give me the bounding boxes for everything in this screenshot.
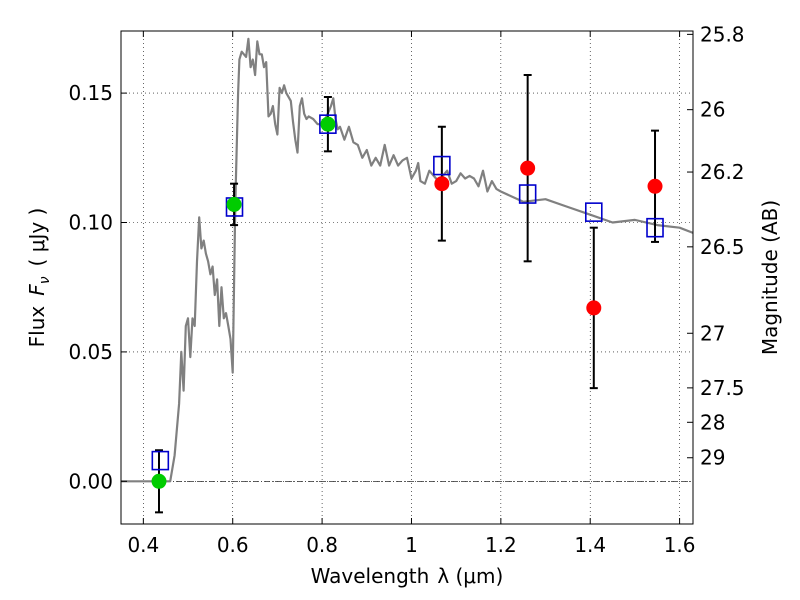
y-tick-label: 0.00 xyxy=(68,469,113,493)
y-tick-label: 0.15 xyxy=(68,81,113,105)
model-band-square xyxy=(646,217,664,238)
observed-point-red xyxy=(434,176,450,192)
model-band-square xyxy=(319,114,337,134)
y-axis-label-units: ( μJy ) xyxy=(25,208,49,267)
y-axis-label-symbol: F xyxy=(25,284,49,296)
x-tick-label: 1.4 xyxy=(574,533,606,557)
y-tick-label: 0.05 xyxy=(68,340,113,364)
y2-tick-label: 26.5 xyxy=(700,235,745,259)
x-tick-label: 1.2 xyxy=(485,533,517,557)
x-axis-label-text: Wavelength xyxy=(311,564,430,588)
y2-tick-label: 27 xyxy=(700,321,725,345)
y-axis-label-text: Flux xyxy=(25,306,49,348)
model-band-square xyxy=(518,184,537,204)
x-tick-label: 1 xyxy=(405,533,418,557)
y-tick-label: 0.10 xyxy=(68,211,113,235)
y-axis-label-subscript: ν xyxy=(37,276,53,284)
observed-point-green xyxy=(320,116,336,132)
model-band-square xyxy=(584,202,603,222)
y2-tick-label: 25.8 xyxy=(700,22,745,46)
x-tick-label: 0.6 xyxy=(217,533,249,557)
axis-ticks: 0.4 0.6 0.8 1 1.2 1.4 1.6 0.00 0.05 0.10 0.15 25.8 2… xyxy=(68,22,744,557)
y2-tick-label: 29 xyxy=(700,446,725,470)
y2-tick-label: 28 xyxy=(700,410,725,434)
model-band-square xyxy=(433,155,451,176)
x-axis-label-symbol: λ (μm) xyxy=(437,564,503,588)
x-tick-label: 0.4 xyxy=(127,533,159,557)
data-points xyxy=(151,114,664,489)
plot-frame xyxy=(120,30,694,525)
x-tick-label: 0.8 xyxy=(306,533,338,557)
y-axis-label: Flux Fν ( μJy ) xyxy=(25,208,53,348)
y2-axis-label: Magnitude (AB) xyxy=(758,200,782,355)
y2-tick-label: 27.5 xyxy=(700,376,745,400)
observed-point-red xyxy=(647,178,663,194)
observed-point-red xyxy=(586,300,602,316)
observed-point-green xyxy=(226,196,242,212)
y2-tick-label: 26.2 xyxy=(700,160,745,184)
x-tick-label: 1.6 xyxy=(664,533,696,557)
y2-tick-label: 26 xyxy=(700,98,725,122)
observed-point-green xyxy=(151,473,167,489)
observed-point-red xyxy=(520,160,536,176)
model-band-square xyxy=(151,450,170,471)
model-sed-line xyxy=(121,37,694,483)
x-axis-label: Wavelength λ (μm) xyxy=(311,564,504,588)
